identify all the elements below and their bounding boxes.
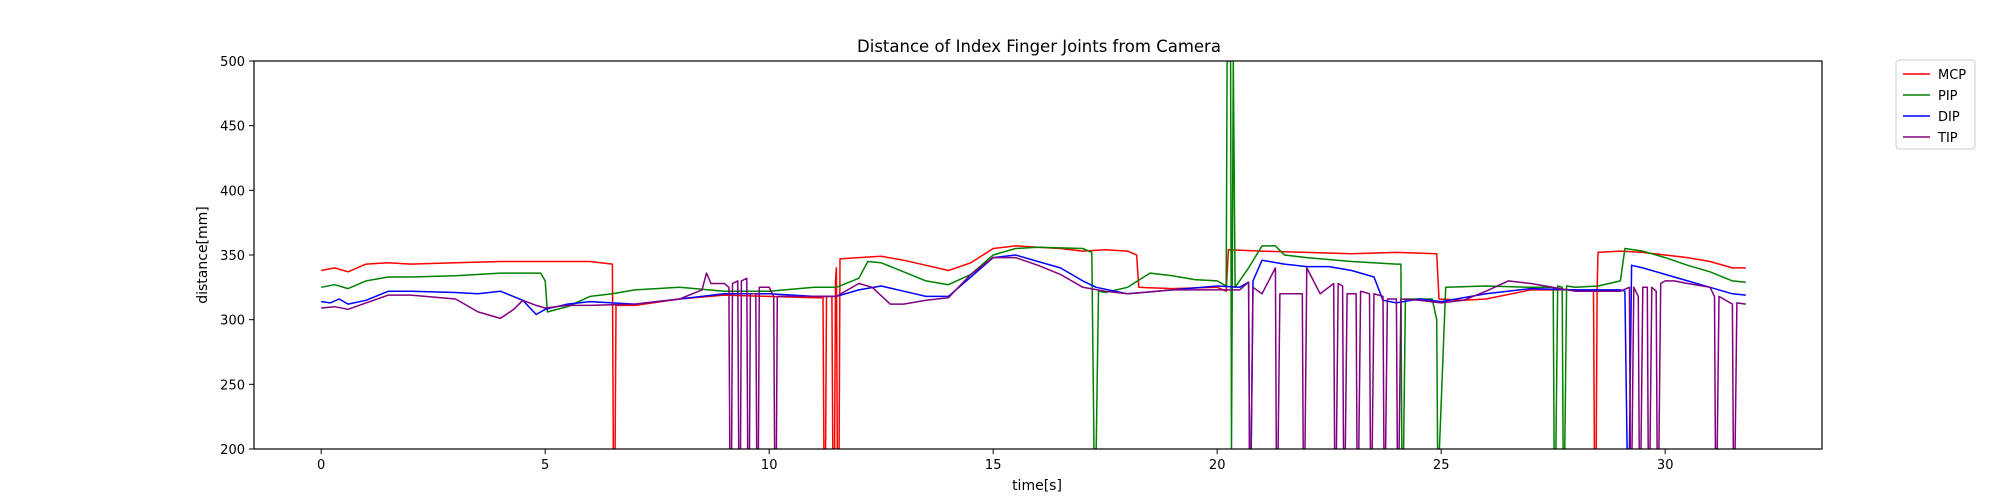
x-tick-label: 20 [1209,458,1226,473]
legend-box [1895,59,1976,150]
x-tick-label: 10 [761,458,778,473]
y-tick-label: 400 [220,184,245,199]
x-tick-label: 0 [317,458,325,473]
y-tick-label: 500 [220,55,245,70]
legend-label-pip: PIP [1938,89,1958,104]
x-tick-label: 5 [541,458,549,473]
legend-label-dip: DIP [1938,110,1960,125]
legend-label-mcp: MCP [1938,68,1966,83]
series-lines [321,61,1746,449]
y-tick-label: 250 [220,378,245,393]
y-axis-label: distance[mm] [195,206,211,304]
y-axis: 200 250 300 350 400 450 500 [220,55,254,458]
y-tick-label: 300 [220,314,245,329]
y-tick-label: 350 [220,249,245,264]
legend: MCP PIP DIP TIP [1895,59,1976,150]
x-tick-label: 25 [1433,458,1450,473]
legend-label-tip: TIP [1937,131,1958,146]
series-line-dip [321,254,1746,449]
chart-title: Distance of Index Finger Joints from Cam… [857,37,1221,56]
x-axis-label: time[s] [1012,478,1062,494]
y-tick-label: 200 [220,443,245,458]
x-axis: 0 5 10 15 20 25 30 [317,449,1673,473]
x-tick-label: 30 [1657,458,1674,473]
y-tick-label: 450 [220,120,245,135]
x-tick-label: 15 [985,458,1002,473]
